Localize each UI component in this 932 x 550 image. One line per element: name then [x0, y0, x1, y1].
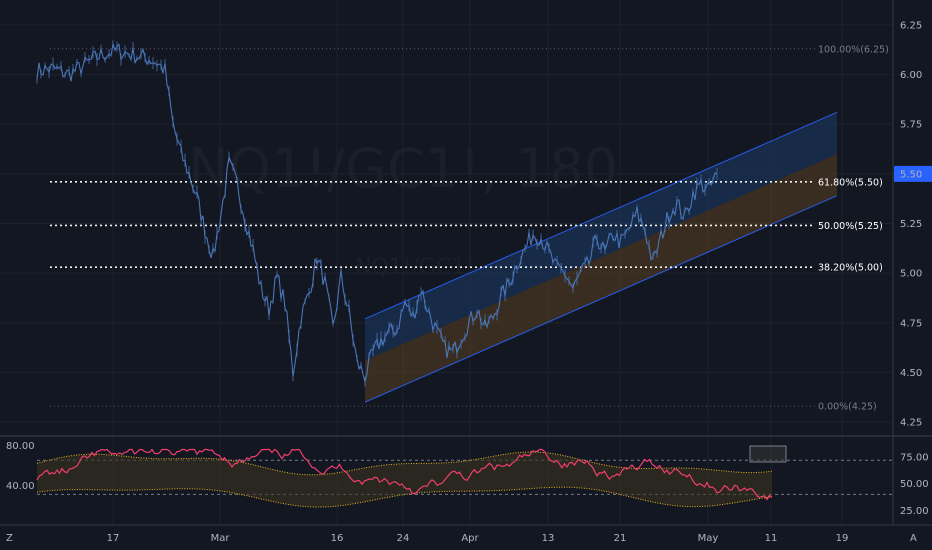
fib-level-label: 100.00%(6.25) — [818, 44, 889, 55]
price-tick-label: 4.50 — [900, 368, 922, 379]
rsi-right-tick: 25.00 — [900, 506, 929, 517]
timezone-icon[interactable]: Z — [6, 533, 13, 544]
fibonacci-retracement[interactable]: 100.00%(6.25) 61.80%(5.50) 50.00%(5.25) 38.… — [50, 44, 889, 413]
time-axis[interactable]: 17 Mar 16 24 Apr 13 21 May 11 19 — [107, 533, 849, 544]
rsi-line — [36, 448, 773, 501]
time-tick-label: May — [698, 533, 719, 544]
time-tick-label: 19 — [836, 533, 849, 544]
time-tick-label: 21 — [614, 533, 627, 544]
rsi-indicator — [36, 445, 893, 508]
fib-level-label: 38.20%(5.00) — [818, 263, 883, 274]
time-tick-label: 13 — [542, 533, 555, 544]
price-tick-label: 4.25 — [900, 418, 922, 429]
rsi-right-tick: 75.00 — [900, 453, 929, 464]
svg-text:A: A — [910, 533, 917, 544]
price-series — [36, 40, 718, 387]
rsi-band-fill — [37, 452, 772, 507]
time-tick-label: Apr — [461, 533, 479, 544]
rsi-left-tick: 40.00 — [6, 481, 35, 492]
price-axis[interactable]: 6.25 6.00 5.75 5.50 5.25 5.00 4.75 4.50 4.25 80.0… — [6, 20, 929, 516]
rsi-lower-band — [36, 486, 773, 508]
rsi-selection-box — [749, 445, 787, 463]
price-tick-label: 5.75 — [900, 120, 922, 131]
time-tick-label: 11 — [765, 533, 778, 544]
channel-upper-fill — [365, 112, 837, 361]
time-tick-label: 16 — [331, 533, 344, 544]
rsi-right-tick: 50.00 — [900, 479, 929, 490]
fib-level-label: 0.00%(4.25) — [818, 402, 877, 413]
channel-upper-line — [364, 111, 838, 320]
auto-scale-icon[interactable]: A — [910, 533, 917, 544]
price-tick-label: 4.75 — [900, 318, 922, 329]
price-tick-label: 6.25 — [900, 20, 922, 31]
price-tick-label: 5.25 — [900, 219, 922, 230]
time-tick-label: 17 — [107, 533, 120, 544]
channel-lower-line — [364, 195, 838, 403]
parallel-channel[interactable] — [364, 111, 838, 403]
rsi-left-tick: 80.00 — [6, 441, 35, 452]
svg-text:5.50: 5.50 — [900, 169, 922, 180]
time-tick-label: Mar — [211, 533, 231, 544]
price-tick-label: 6.00 — [900, 70, 922, 81]
channel-lower-fill — [365, 154, 837, 403]
svg-text:Z: Z — [6, 533, 13, 544]
last-price-badge: 5.50 — [894, 165, 932, 182]
fib-level-label: 61.80%(5.50) — [818, 177, 883, 188]
time-tick-label: 24 — [397, 533, 410, 544]
fib-level-label: 50.00%(5.25) — [818, 221, 883, 232]
rsi-upper-band — [36, 451, 773, 476]
price-tick-label: 5.00 — [900, 269, 922, 280]
